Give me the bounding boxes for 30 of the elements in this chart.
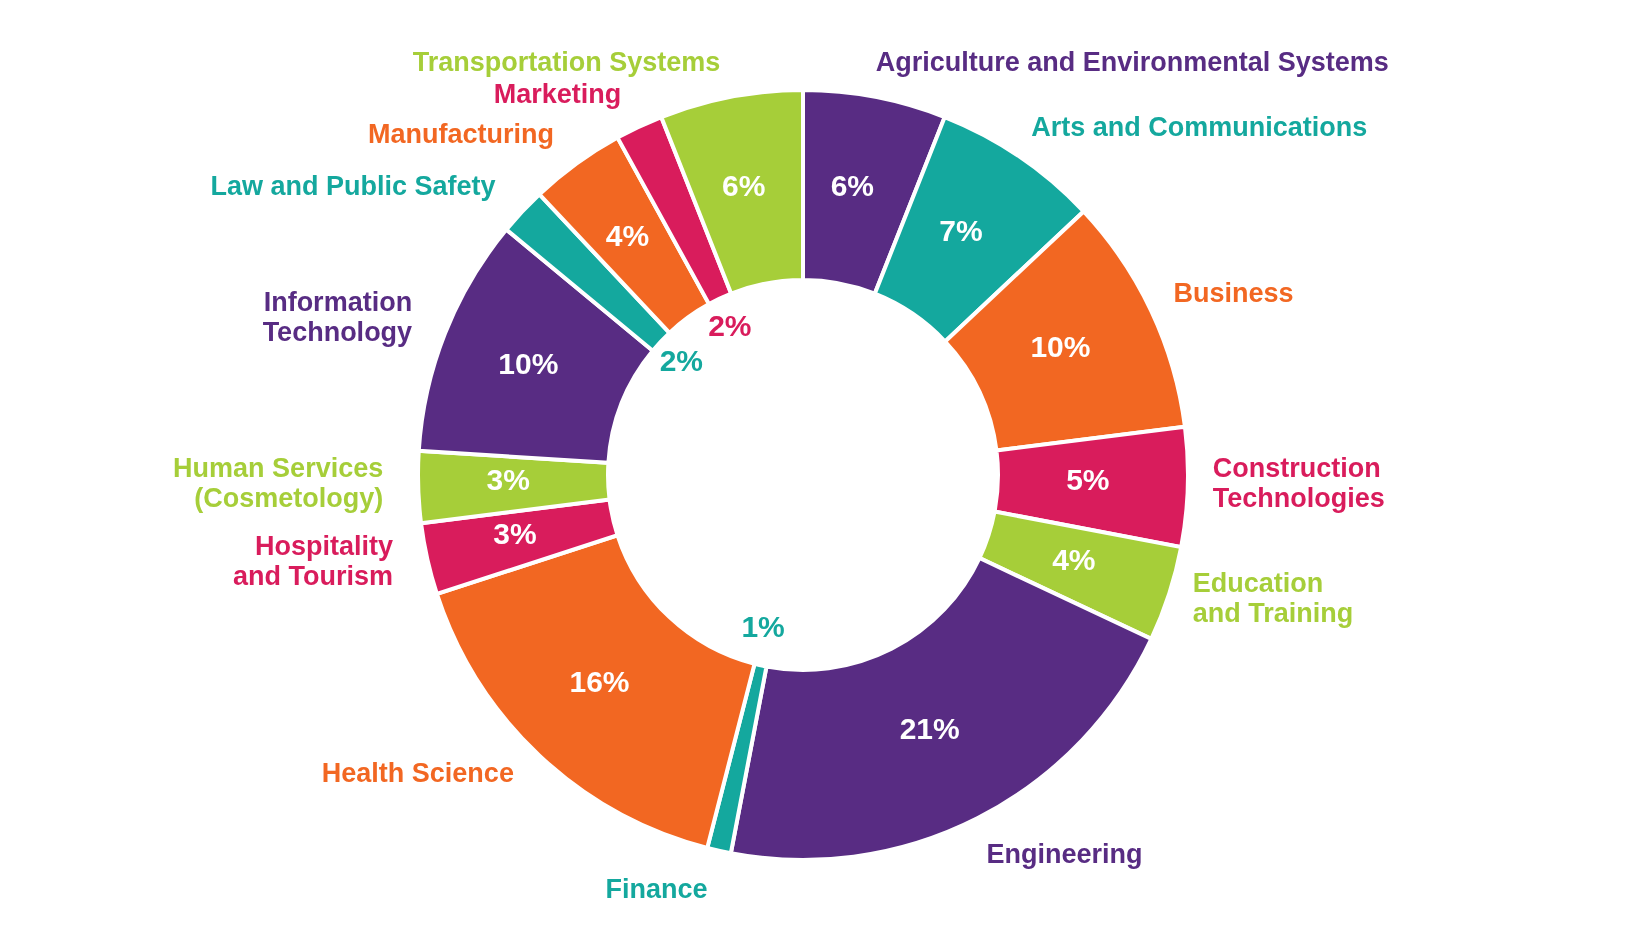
slice-label: Education and Training [1192,568,1354,629]
slice-label: Engineering [986,838,1143,869]
slice-label: Agriculture and Environmental Systems [875,47,1389,78]
slice-label: Health Science [321,757,514,788]
data-label: 2% [659,343,704,377]
data-label: 16% [569,664,630,698]
slice-label: Information Technology [262,287,413,348]
slice-label: Transportation Systems [412,47,721,78]
slice-label: Finance [605,874,708,905]
data-label: 4% [605,218,650,252]
data-label: 5% [1066,462,1110,496]
slice-label: Manufacturing [368,119,555,150]
data-label: 1% [741,609,785,643]
data-label: 4% [1052,543,1096,577]
data-label: 3% [486,462,530,496]
data-label: 6% [721,168,766,202]
data-label: 10% [1030,330,1091,364]
slice-label: Marketing [493,79,622,110]
slice-label: Law and Public Safety [210,170,496,201]
data-label: 7% [939,213,983,247]
data-label: 6% [830,168,875,202]
data-label: 10% [498,346,559,380]
data-label: 2% [708,308,752,342]
slice-label: Human Services (Cosmetology) [173,453,384,514]
slice-label: Construction Technologies [1212,453,1385,514]
slice-label: Business [1173,278,1294,309]
data-label: 3% [493,516,537,550]
slice-label: Arts and Communications [1031,111,1368,142]
data-label: 21% [899,711,960,745]
slice-label: Hospitality and Tourism [232,530,393,591]
